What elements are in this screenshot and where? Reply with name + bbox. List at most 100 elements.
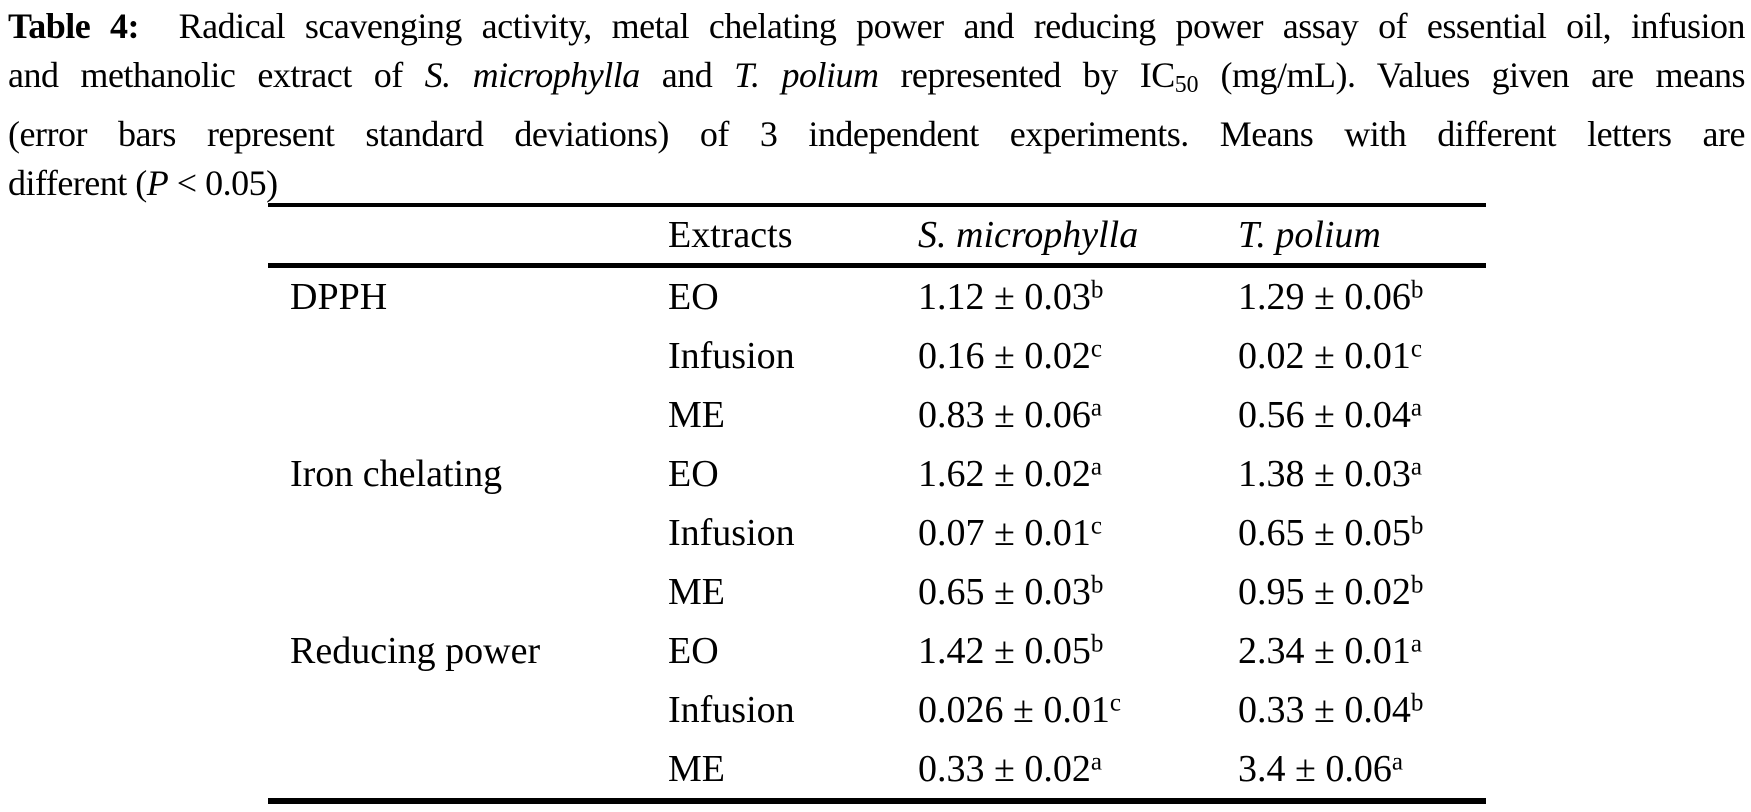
t-polium-value-cell: 0.56 ± 0.04a — [1238, 393, 1486, 437]
t-polium-value-cell: 1.38 ± 0.03a — [1238, 452, 1486, 496]
value-text: 0.33 ± 0.02 — [918, 747, 1091, 790]
value-text: 1.38 ± 0.03 — [1238, 453, 1411, 496]
significance-letter: b — [1090, 630, 1104, 658]
caption-line: different (P < 0.05) — [8, 159, 1745, 208]
value-text: 1.12 ± 0.03 — [918, 276, 1091, 319]
significance-letter: c — [1109, 689, 1121, 717]
significance-letter: c — [1090, 336, 1102, 364]
s-microphylla-value-cell: 1.62 ± 0.02a — [918, 452, 1238, 496]
value-text: 0.56 ± 0.04 — [1238, 394, 1411, 437]
table-row: Infusion 0.16 ± 0.02c 0.02 ± 0.01c — [268, 327, 1486, 386]
caption-line: and methanolic extract of S. microphylla… — [8, 51, 1746, 110]
caption-segment: Table 4: — [8, 6, 140, 46]
t-polium-value-cell: 1.29 ± 0.06b — [1238, 275, 1486, 319]
t-polium-value-cell: 0.02 ± 0.01c — [1238, 334, 1486, 378]
caption-segment: 50 — [1174, 72, 1199, 99]
caption-line: (error bars represent standard deviation… — [8, 110, 1746, 159]
extract-cell: EO — [668, 629, 719, 672]
caption-segment: P — [146, 163, 169, 204]
assay-label-cell: DPPH — [290, 276, 388, 319]
s-microphylla-value-cell: 0.07 ± 0.01c — [918, 511, 1238, 555]
t-polium-value-cell: 0.33 ± 0.04b — [1238, 688, 1486, 732]
extract-cell: ME — [668, 394, 725, 437]
extract-cell: Infusion — [668, 512, 795, 554]
s-microphylla-value-cell: 0.83 ± 0.06a — [918, 393, 1238, 437]
extract-cell: Infusion — [668, 688, 795, 731]
significance-letter: b — [1410, 571, 1424, 599]
table-row: ME 0.65 ± 0.03b 0.95 ± 0.02b — [268, 562, 1486, 621]
significance-letter: c — [1090, 512, 1102, 540]
table-header-row: Extracts S. microphylla T. polium — [268, 207, 1486, 268]
t-polium-value-cell: 0.95 ± 0.02b — [1238, 570, 1486, 614]
caption-segment: Radical scavenging activity, metal chela… — [139, 6, 1746, 46]
table-row: Infusion 0.026 ± 0.01c 0.33 ± 0.04b — [268, 680, 1486, 739]
caption-segment: represented by IC — [878, 55, 1175, 95]
significance-letter: a — [1391, 748, 1403, 776]
t-polium-value-cell: 2.34 ± 0.01a — [1238, 629, 1486, 673]
value-text: 0.95 ± 0.02 — [1238, 570, 1411, 613]
extract-cell: Infusion — [668, 335, 795, 378]
value-text: 0.33 ± 0.04 — [1238, 688, 1411, 731]
column-header: Extracts — [668, 214, 793, 256]
table-row: ME 0.83 ± 0.06a 0.56 ± 0.04a — [268, 386, 1486, 445]
value-text: 0.83 ± 0.06 — [918, 394, 1091, 437]
extract-cell: ME — [668, 570, 725, 613]
value-text: 3.4 ± 0.06 — [1238, 747, 1392, 790]
significance-letter: a — [1410, 394, 1422, 422]
significance-letter: a — [1090, 748, 1102, 776]
caption-segment: and — [639, 55, 735, 95]
significance-letter: a — [1090, 453, 1102, 481]
assay-label-cell: Reducing power — [290, 629, 541, 672]
s-microphylla-value-cell: 1.12 ± 0.03b — [918, 275, 1238, 319]
table-row: Reducing power EO 1.42 ± 0.05b 2.34 ± 0.01a — [268, 621, 1486, 680]
significance-letter: b — [1410, 689, 1424, 717]
caption-segment: and methanolic extract of — [8, 55, 425, 95]
results-table: Extracts S. microphylla T. polium DPPH EO 1.… — [268, 203, 1486, 805]
extract-cell: EO — [668, 276, 719, 319]
s-microphylla-value-cell: 0.16 ± 0.02c — [918, 334, 1238, 378]
caption-segment: different ( — [8, 163, 147, 204]
caption-segment: (error bars represent standard deviation… — [8, 114, 1746, 155]
t-polium-value-cell: 3.4 ± 0.06a — [1238, 747, 1486, 791]
s-microphylla-value-cell: 0.65 ± 0.03b — [918, 570, 1238, 614]
table-row: Iron chelating EO 1.62 ± 0.02a 1.38 ± 0.03a — [268, 445, 1486, 504]
value-text: 0.16 ± 0.02 — [918, 335, 1091, 378]
value-text: 0.65 ± 0.05 — [1238, 512, 1411, 554]
caption-line: Table 4: Radical scavenging activity, me… — [8, 2, 1745, 51]
table-row: Infusion 0.07 ± 0.01c 0.65 ± 0.05b — [268, 504, 1486, 563]
value-text: 1.29 ± 0.06 — [1238, 276, 1411, 319]
value-text: 0.026 ± 0.01 — [918, 688, 1110, 731]
value-text: 1.62 ± 0.02 — [918, 453, 1091, 496]
significance-letter: a — [1410, 630, 1422, 658]
table-row: DPPH EO 1.12 ± 0.03b 1.29 ± 0.06b — [268, 268, 1486, 327]
caption-segment: S. microphylla — [424, 55, 641, 95]
assay-label-cell: Iron chelating — [290, 453, 503, 496]
significance-letter: a — [1090, 394, 1102, 422]
column-header: S. microphylla — [918, 214, 1139, 256]
value-text: 1.42 ± 0.05 — [918, 629, 1091, 672]
significance-letter: b — [1090, 277, 1104, 305]
value-text: 0.02 ± 0.01 — [1238, 335, 1411, 378]
value-text: 2.34 ± 0.01 — [1238, 629, 1411, 672]
extract-cell: ME — [668, 747, 725, 790]
significance-letter: c — [1410, 336, 1422, 364]
significance-letter: b — [1410, 512, 1424, 540]
table-row: ME 0.33 ± 0.02a 3.4 ± 0.06a — [268, 739, 1486, 798]
significance-letter: b — [1090, 571, 1104, 599]
s-microphylla-value-cell: 1.42 ± 0.05b — [918, 629, 1238, 673]
t-polium-value-cell: 0.65 ± 0.05b — [1238, 511, 1486, 555]
s-microphylla-value-cell: 0.026 ± 0.01c — [918, 688, 1238, 732]
caption-segment: < 0.05) — [168, 163, 278, 204]
s-microphylla-value-cell: 0.33 ± 0.02a — [918, 747, 1238, 791]
value-text: 0.07 ± 0.01 — [918, 512, 1091, 554]
caption-segment: (mg/mL). Values given are means — [1198, 55, 1745, 95]
table-caption: Table 4: Radical scavenging activity, me… — [8, 2, 1746, 208]
significance-letter: b — [1410, 277, 1424, 305]
extract-cell: EO — [668, 453, 719, 496]
column-header: T. polium — [1238, 214, 1381, 256]
caption-segment: T. polium — [734, 55, 879, 95]
value-text: 0.65 ± 0.03 — [918, 570, 1091, 613]
significance-letter: a — [1410, 453, 1422, 481]
table-body: DPPH EO 1.12 ± 0.03b 1.29 ± 0.06b Infusion 0.… — [268, 268, 1486, 798]
